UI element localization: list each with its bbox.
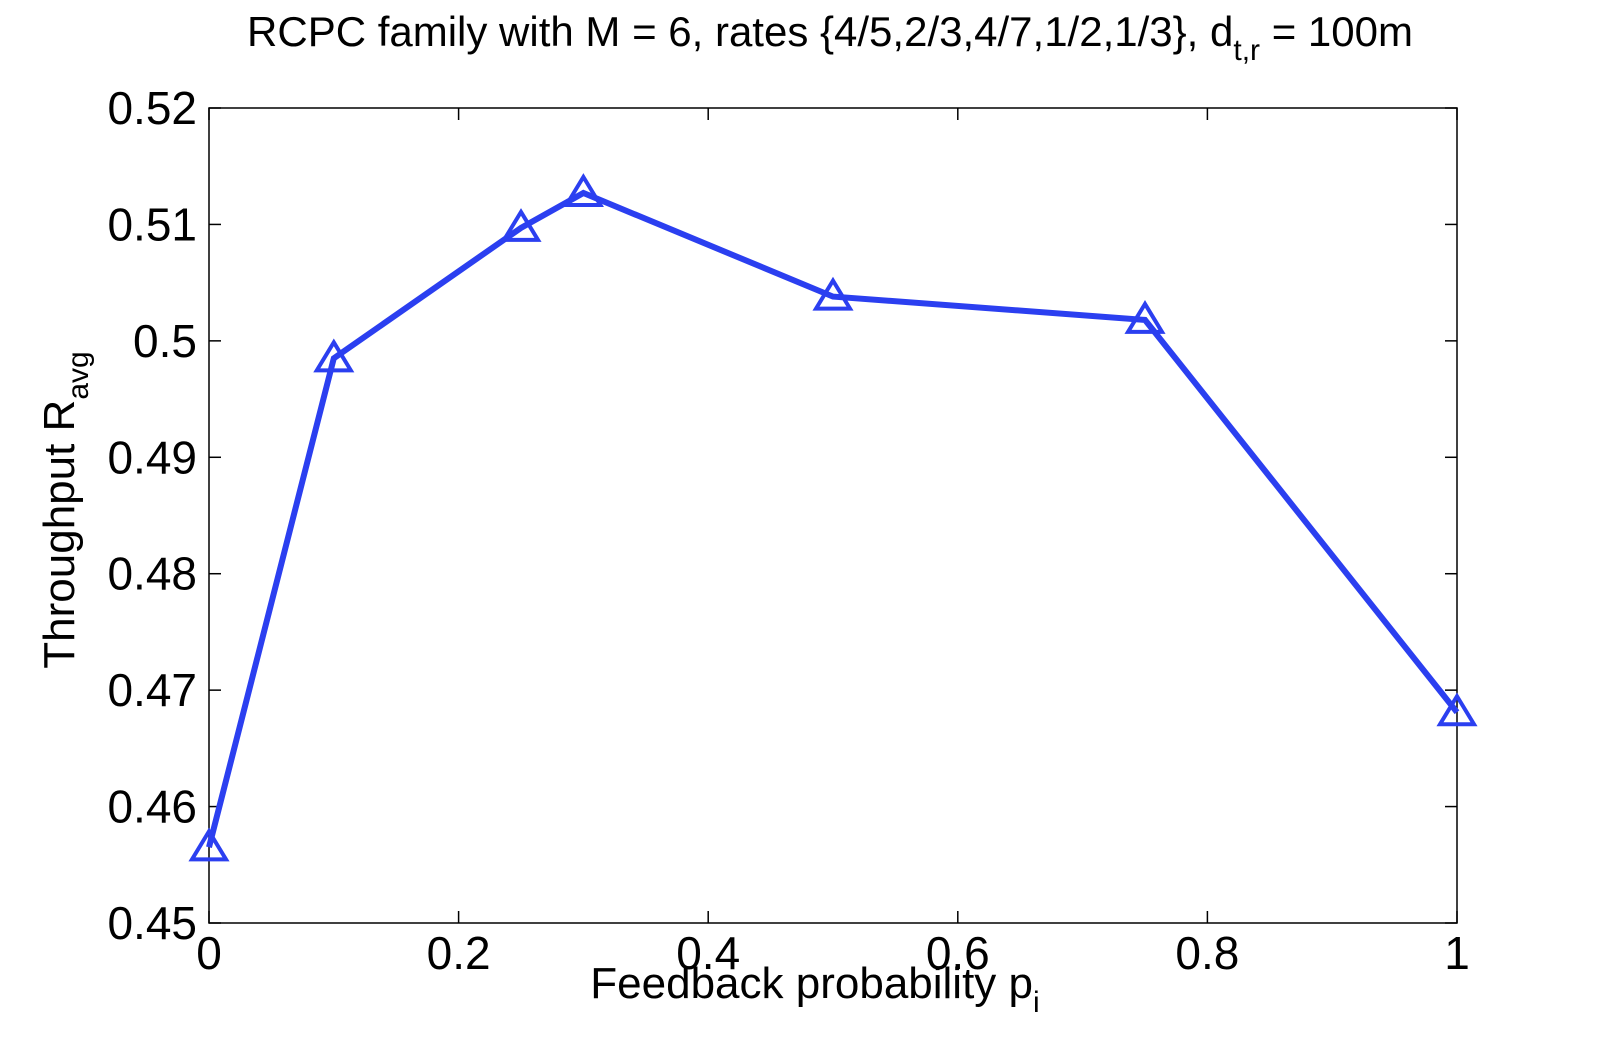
x-tick-label: 0 xyxy=(196,927,222,979)
x-tick-label: 0.2 xyxy=(427,927,491,979)
x-tick-label: 1 xyxy=(1444,927,1470,979)
plot-area-frame xyxy=(208,107,1458,924)
y-tick-label: 0.47 xyxy=(107,664,197,716)
data-point-triangle xyxy=(562,173,604,207)
x-tick-label: 0.8 xyxy=(1175,927,1239,979)
y-tick-label: 0.48 xyxy=(107,548,197,600)
x-tick-label: 0.4 xyxy=(676,927,740,979)
data-point-triangle xyxy=(500,208,542,242)
y-tick-label: 0.51 xyxy=(107,198,197,250)
x-axis-label: Feedback probability pi xyxy=(590,959,1039,1019)
y-axis-label: Throughput Ravg xyxy=(35,351,95,668)
y-tick-labels: 0.45 0.46 0.47 0.48 0.49 0.5 0.51 0.52 xyxy=(107,82,197,949)
y-tick-label: 0.46 xyxy=(107,781,197,833)
y-tick-label: 0.52 xyxy=(107,82,197,134)
data-point-triangle xyxy=(812,276,854,311)
series-layer xyxy=(188,173,1478,862)
y-tick-label: 0.49 xyxy=(107,431,197,483)
chart-title: RCPC family with M = 6, rates {4/5,2/3,4… xyxy=(247,8,1413,67)
x-tick-labels: 0 0.2 0.4 0.6 0.8 1 xyxy=(196,927,1470,979)
y-tick-label: 0.5 xyxy=(133,315,197,367)
axis-ticks xyxy=(208,107,1458,924)
data-point-triangle xyxy=(1124,300,1166,334)
data-point-triangle xyxy=(313,338,355,373)
data-point-triangle xyxy=(1436,692,1478,727)
series-line xyxy=(206,189,1460,849)
x-tick-label: 0.6 xyxy=(926,927,990,979)
data-point-triangle xyxy=(188,827,230,862)
y-tick-label: 0.45 xyxy=(107,897,197,949)
